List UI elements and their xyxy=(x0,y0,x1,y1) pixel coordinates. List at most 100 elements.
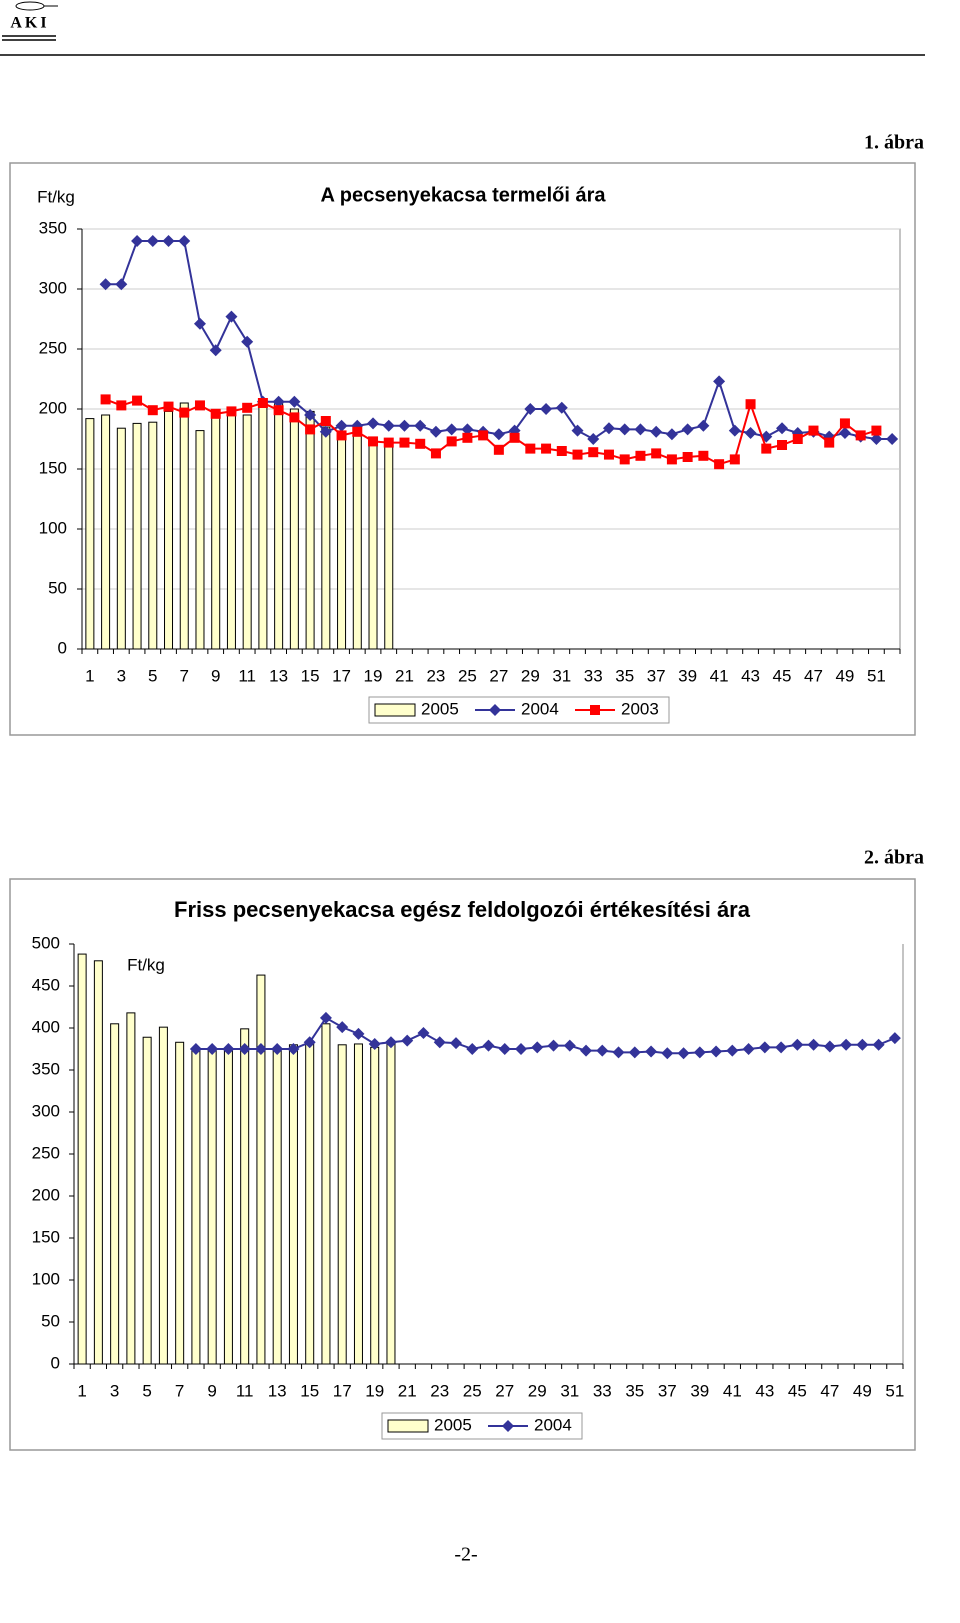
marker xyxy=(710,1045,723,1058)
y-tick-label: 0 xyxy=(51,1353,60,1372)
x-tick-label: 39 xyxy=(690,1381,709,1400)
marker xyxy=(547,1039,560,1052)
figure-label: 1. ábra xyxy=(864,132,924,154)
marker xyxy=(580,1044,593,1057)
marker xyxy=(319,425,332,438)
marker xyxy=(661,1047,674,1060)
legend-label: 2005 xyxy=(434,1415,472,1434)
marker xyxy=(319,1011,332,1024)
marker xyxy=(115,278,128,291)
marker xyxy=(131,235,144,247)
marker xyxy=(744,427,757,439)
marker xyxy=(194,400,205,411)
x-tick-label: 13 xyxy=(269,666,288,685)
x-tick-label: 19 xyxy=(365,1381,384,1400)
bar xyxy=(288,1044,298,1365)
x-tick-label: 3 xyxy=(117,666,126,685)
bar xyxy=(337,1044,347,1365)
bar xyxy=(258,402,268,650)
marker xyxy=(288,395,301,408)
y-axis-label: Ft/kg xyxy=(127,955,165,974)
y-axis-label: Ft/kg xyxy=(37,187,75,206)
marker xyxy=(872,1038,885,1051)
marker xyxy=(726,1044,739,1057)
marker xyxy=(682,452,693,462)
marker xyxy=(681,423,694,436)
marker xyxy=(383,437,394,448)
marker xyxy=(414,419,427,432)
y-tick-label: 50 xyxy=(41,1311,60,1330)
marker xyxy=(602,422,615,435)
bar xyxy=(256,974,266,1365)
figure-label: 2. ábra xyxy=(864,847,924,869)
bar xyxy=(142,1036,152,1365)
bar xyxy=(132,422,142,650)
marker xyxy=(242,402,253,413)
marker xyxy=(693,1046,706,1059)
legend-marker xyxy=(502,1420,514,1432)
x-tick-label: 39 xyxy=(678,666,697,685)
marker xyxy=(401,1034,414,1047)
x-tick-label: 5 xyxy=(148,666,157,685)
marker xyxy=(728,424,741,437)
y-tick-label: 500 xyxy=(32,933,60,952)
x-tick-label: 51 xyxy=(867,666,886,685)
marker xyxy=(241,335,254,348)
x-tick-label: 25 xyxy=(458,666,477,685)
y-tick-label: 400 xyxy=(32,1017,60,1036)
marker xyxy=(808,425,819,436)
x-tick-label: 9 xyxy=(207,1381,216,1400)
marker xyxy=(209,344,222,357)
x-tick-label: 33 xyxy=(593,1381,612,1400)
marker xyxy=(179,407,190,418)
legend-label: 2003 xyxy=(621,699,659,718)
marker xyxy=(352,426,363,437)
y-tick-label: 100 xyxy=(39,518,67,537)
bar xyxy=(191,1049,201,1365)
bar xyxy=(386,1043,396,1365)
marker xyxy=(588,447,599,458)
bar xyxy=(126,1012,136,1365)
bar xyxy=(370,1046,380,1365)
marker xyxy=(645,1045,658,1058)
bar xyxy=(274,402,284,650)
x-tick-label: 27 xyxy=(495,1381,514,1400)
marker xyxy=(838,427,851,439)
legend-swatch xyxy=(387,1419,429,1433)
marker xyxy=(147,405,158,416)
logo-text: AKI xyxy=(10,15,49,32)
marker xyxy=(461,423,474,436)
marker xyxy=(303,1036,316,1049)
x-tick-label: 29 xyxy=(521,666,540,685)
marker xyxy=(665,428,678,441)
y-tick-label: 350 xyxy=(32,1059,60,1078)
marker xyxy=(792,434,803,444)
marker xyxy=(384,1036,397,1049)
x-tick-label: 35 xyxy=(625,1381,644,1400)
x-tick-label: 3 xyxy=(110,1381,119,1400)
marker xyxy=(336,1021,349,1034)
marker xyxy=(482,1039,495,1052)
marker xyxy=(382,419,395,432)
marker xyxy=(603,449,614,460)
bar xyxy=(305,410,315,650)
marker xyxy=(556,446,567,456)
x-tick-label: 11 xyxy=(238,666,256,685)
marker xyxy=(399,437,410,448)
x-tick-label: 33 xyxy=(584,666,603,685)
marker xyxy=(531,1041,544,1054)
legend-box xyxy=(368,696,670,724)
chart: Friss pecsenyekacsa egész feldolgozói ér… xyxy=(9,878,916,1451)
marker xyxy=(888,1032,901,1045)
marker xyxy=(714,459,725,470)
x-tick-label: 25 xyxy=(463,1381,482,1400)
marker xyxy=(100,394,111,405)
marker xyxy=(225,310,238,323)
marker xyxy=(776,422,789,435)
marker xyxy=(515,1043,528,1055)
marker xyxy=(398,419,411,432)
bar xyxy=(148,421,158,650)
x-tick-label: 9 xyxy=(211,666,220,685)
marker xyxy=(587,433,600,445)
legend-label: 2004 xyxy=(521,699,559,718)
